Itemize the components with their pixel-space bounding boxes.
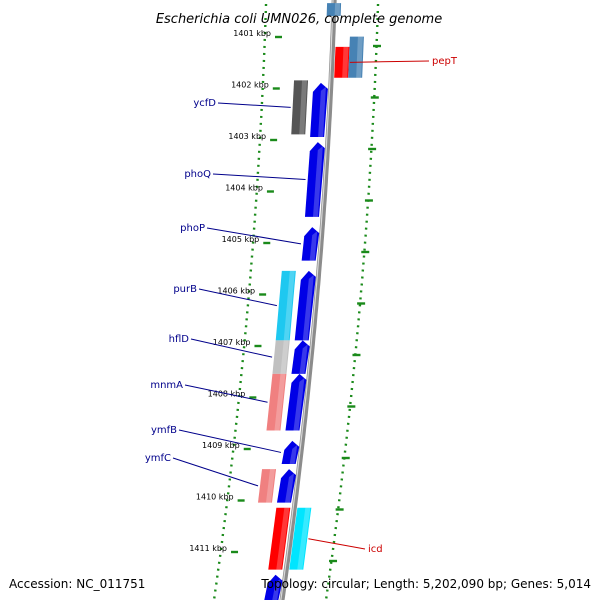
gene-feature[interactable]	[263, 574, 283, 600]
genome-summary-text: Topology: circular; Length: 5,202,090 bp…	[261, 577, 591, 591]
kbp-tick-label: 1407 kbp	[213, 338, 251, 347]
gene-shading	[299, 344, 308, 374]
gene-pepT[interactable]	[334, 46, 350, 78]
gene-feature[interactable]	[326, 3, 342, 16]
gene-feature[interactable]	[310, 82, 328, 137]
gene-shading	[272, 578, 281, 600]
gene-label-connector	[198, 288, 277, 307]
gene-ymfB[interactable]	[281, 440, 300, 465]
gene-shading	[283, 270, 295, 341]
gene-label-ymfC[interactable]: ymfC	[145, 453, 171, 464]
gene-shading	[297, 507, 311, 570]
genome-backbone-highlight	[280, 0, 334, 600]
gene-label-connector	[178, 429, 282, 453]
gene-label-connector	[172, 457, 259, 487]
gene-shading	[289, 444, 298, 465]
kbp-tick-label: 1405 kbp	[222, 235, 260, 244]
gene-shading	[318, 86, 326, 137]
gene-feature[interactable]	[348, 36, 364, 78]
gene-shading	[309, 231, 318, 261]
gene-label-connector	[308, 538, 366, 550]
gene-label-connector	[190, 338, 273, 358]
gene-feature[interactable]	[291, 340, 310, 374]
gene-hflD[interactable]	[272, 340, 290, 374]
gene-label-hflD[interactable]: hflD	[169, 334, 190, 345]
kbp-tick-label: 1406 kbp	[217, 287, 255, 296]
backbone-layer	[279, 0, 337, 600]
track-rings	[212, 0, 380, 600]
gene-shading	[280, 340, 289, 374]
map-title: Escherichia coli UMN026, complete genome	[156, 12, 442, 27]
gene-label-purB[interactable]: purB	[173, 284, 197, 295]
gene-ymfC[interactable]	[257, 469, 277, 503]
gene-phoQ[interactable]	[304, 142, 325, 217]
gene-label-phoQ[interactable]: phoQ	[184, 169, 211, 180]
gene-feature[interactable]	[285, 373, 307, 431]
gene-label-mnmA[interactable]: mnmA	[150, 380, 183, 391]
gene-mnmA[interactable]	[266, 373, 287, 431]
kbp-tick-label: 1409 kbp	[202, 441, 240, 450]
gene-phoP[interactable]	[301, 227, 320, 261]
gene-shading	[312, 146, 323, 217]
gene-purB[interactable]	[275, 270, 296, 341]
gene-label-ymfB[interactable]: ymfB	[151, 425, 177, 436]
gene-feature[interactable]	[268, 507, 291, 570]
gene-shading	[299, 80, 308, 135]
gene-label-connector	[217, 102, 291, 108]
gene-label-ycfD[interactable]: ycfD	[193, 98, 216, 109]
genome-backbone	[279, 0, 337, 600]
gene-shading	[274, 373, 286, 431]
gene-shading	[276, 507, 290, 570]
gene-ycfD[interactable]	[291, 80, 309, 135]
gene-shading	[302, 274, 314, 341]
gene-shading	[334, 3, 341, 16]
gene-feature[interactable]	[294, 270, 316, 341]
gene-shading	[356, 36, 363, 78]
label-layer: pepT ycfD phoQ phoP purB hflD mnmA ymfB ymfC icd	[145, 56, 458, 555]
kbp-tick-label: 1402 kbp	[231, 81, 269, 90]
gene-shading	[342, 46, 349, 78]
gene-feature[interactable]	[276, 469, 297, 503]
kbp-tick-label: 1401 kbp	[233, 29, 271, 38]
kbp-tick-label: 1404 kbp	[225, 184, 263, 193]
outer-track-ring	[212, 0, 268, 600]
gene-label-icd[interactable]: icd	[368, 544, 383, 555]
gene-shading	[293, 377, 305, 431]
kbp-tick-label: 1403 kbp	[228, 132, 266, 141]
feature-layer	[257, 3, 364, 600]
gene-icd[interactable]	[289, 507, 312, 570]
gene-label-connector	[184, 384, 268, 403]
gene-label-connector	[206, 227, 302, 245]
gene-shading	[284, 473, 295, 503]
gene-label-connector	[212, 173, 306, 180]
gene-label-phoP[interactable]: phoP	[180, 223, 205, 234]
kbp-tick-label: 1411 kbp	[189, 544, 227, 553]
inner-track-ring	[324, 0, 380, 600]
gene-shading	[265, 469, 276, 503]
kbp-tick-label: 1410 kbp	[196, 493, 234, 502]
gene-label-connector	[349, 60, 430, 63]
gene-label-pepT[interactable]: pepT	[432, 56, 458, 67]
accession-text: Accession: NC_011751	[9, 577, 146, 591]
